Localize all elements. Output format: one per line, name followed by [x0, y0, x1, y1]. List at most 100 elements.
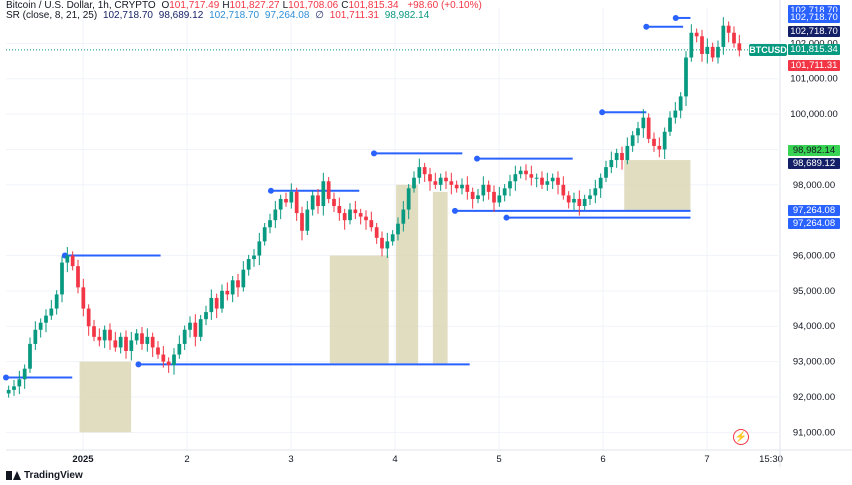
candle-body — [156, 347, 160, 355]
candle-body — [204, 312, 208, 320]
candle-body — [497, 195, 502, 203]
resistance-dot — [474, 155, 481, 162]
candle-body — [390, 234, 395, 242]
candle-body — [113, 340, 118, 348]
candle-body — [337, 206, 342, 214]
x-end-label: 15:30 — [759, 454, 783, 465]
candle-body — [716, 46, 720, 58]
candle-body — [524, 170, 528, 175]
candle-body — [289, 191, 294, 203]
candle-body — [396, 223, 400, 235]
axes: 91,000.00 92,000.00 93,000.00 94,000.00 95,0… — [6, 0, 852, 467]
candle-body — [476, 195, 480, 199]
candle-body — [620, 152, 624, 161]
candle-body — [588, 195, 592, 199]
candle-body — [316, 195, 320, 207]
candle-body — [124, 336, 128, 351]
candle-body — [630, 135, 635, 146]
demand-zone — [624, 160, 691, 211]
candle-body — [140, 333, 144, 344]
candle-body — [374, 227, 379, 238]
candle-body — [678, 96, 683, 111]
candle-body — [540, 177, 544, 185]
candle-body — [188, 322, 192, 330]
symbol-price-tag: BTCUSD — [749, 43, 787, 56]
candle-body — [689, 32, 694, 58]
resistance-dot — [672, 14, 679, 21]
candle-body — [534, 177, 539, 179]
price-tag: 97,264.08 — [788, 218, 840, 230]
candle-body — [604, 167, 608, 178]
candle-body — [566, 195, 571, 203]
candle-body — [513, 174, 518, 182]
candle-body — [246, 259, 251, 270]
candle-body — [401, 209, 406, 224]
candle-body — [102, 329, 107, 341]
candle-body — [97, 336, 102, 341]
y-tick-label: 102,000.00 — [790, 38, 838, 49]
indicator-value-3: 102,718.70 — [209, 10, 260, 21]
resistance-dot — [599, 109, 606, 116]
candle-body — [625, 145, 630, 161]
candle-body — [134, 333, 139, 341]
tradingview-logo-text: TradingView — [24, 470, 83, 481]
candle-body — [241, 269, 246, 288]
candle-body — [172, 354, 176, 366]
candle-body — [65, 255, 70, 263]
candle-body — [209, 297, 214, 313]
lightning-icon[interactable]: ⚡ — [733, 429, 749, 445]
x-tick-label: 3 — [288, 454, 293, 465]
candle-body — [150, 336, 155, 348]
symbol-ohlc-legend[interactable]: Bitcoin / U.S. Dollar, 1h, CRYPTO O101,7… — [6, 0, 485, 12]
candle-body — [70, 255, 75, 267]
ohlc-values: O101,717.49 H101,827.27 L101,708.06 C101,81… — [161, 0, 401, 11]
candle-body — [257, 241, 262, 256]
candle-body — [193, 322, 198, 337]
candle-body — [273, 209, 278, 221]
tradingview-logo[interactable]: TradingView — [6, 470, 83, 481]
indicator-value-1: 102,718.70 — [102, 10, 153, 21]
candle-body — [422, 167, 427, 175]
demand-zone — [329, 255, 389, 364]
candle-body — [76, 266, 80, 288]
indicator-legend[interactable]: SR (close, 8, 21, 25) 102,718.70 98,689.… — [6, 10, 432, 22]
indicator-value-7: 98,982.14 — [384, 10, 430, 21]
candle-body — [326, 181, 331, 199]
candle-body — [49, 308, 54, 316]
price-tag: 98,689.12 — [788, 158, 840, 170]
demand-zone — [79, 361, 132, 433]
candle-body — [22, 368, 27, 380]
indicator-value-5: ∅ — [315, 10, 324, 21]
candle-body — [561, 184, 566, 196]
candle-body — [673, 110, 678, 118]
x-tick-label: 6 — [600, 454, 605, 465]
candle-body — [369, 220, 374, 228]
x-tick-label: 5 — [496, 454, 501, 465]
candle-body — [342, 213, 347, 221]
candle-body — [438, 177, 443, 185]
candle-body — [300, 213, 304, 231]
y-tick-label: 98,000.00 — [793, 180, 835, 191]
candle-body — [417, 167, 422, 178]
x-tick-label: 2025 — [72, 454, 94, 465]
price-tag: 102,718.70 — [788, 12, 840, 24]
price-tag: 97,264.08 — [788, 205, 840, 217]
price-tag: 102,718.70 — [788, 4, 840, 16]
candle-body — [214, 297, 219, 309]
candle-body — [726, 25, 731, 33]
candle-body — [305, 209, 310, 231]
candle-body — [593, 188, 598, 196]
candle-body — [652, 138, 656, 146]
candle-body — [454, 184, 459, 189]
candle-body — [12, 386, 16, 390]
candle-body — [641, 117, 646, 129]
candle-body — [278, 198, 283, 210]
x-tick-label: 4 — [392, 454, 397, 465]
candle-body — [705, 46, 710, 54]
y-tick-label: 92,000.00 — [793, 392, 835, 403]
y-tick-label: 96,000.00 — [793, 251, 835, 262]
candle-body — [572, 198, 576, 203]
demand-zone — [396, 184, 419, 364]
ohlc-key-l: L — [282, 0, 289, 11]
